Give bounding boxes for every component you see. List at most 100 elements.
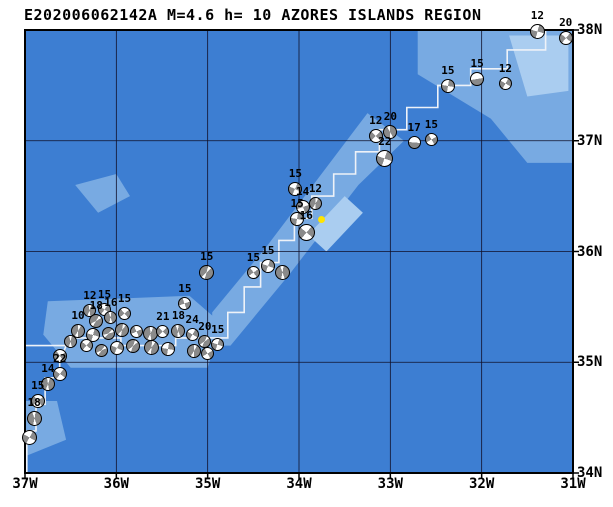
focal-mechanism-ball — [125, 338, 140, 353]
event-depth-label: 15 — [246, 251, 260, 265]
focal-mechanism-ball — [424, 133, 438, 147]
focal-mechanism-ball — [297, 224, 315, 242]
focal-mechanism-ball — [89, 314, 104, 329]
map-title: E202006062142A M=4.6 h= 10 AZORES ISLAND… — [24, 6, 482, 24]
focal-mechanism-ball — [171, 324, 186, 339]
event-depth-label: 15 — [470, 56, 484, 70]
focal-mechanism-ball — [104, 311, 118, 325]
event-depth-label: 17 — [407, 121, 421, 135]
focal-mechanism-ball — [407, 136, 421, 150]
focal-mechanism-ball — [161, 341, 176, 356]
event-depth-label: 21 — [156, 309, 170, 323]
focal-mechanism-ball — [275, 265, 291, 281]
event-depth-label: 14 — [296, 185, 310, 199]
focal-mechanism-ball — [199, 265, 215, 281]
event-depth-label: 15 — [290, 197, 304, 211]
x-axis-label: 33W — [377, 476, 403, 492]
event-depth-label: 15 — [200, 250, 214, 264]
focal-mechanism-ball — [142, 325, 158, 341]
focal-mechanism-ball — [246, 266, 260, 280]
y-axis-label: 36N — [577, 243, 603, 260]
y-axis-label: 38N — [577, 22, 603, 38]
event-depth-label: 15 — [288, 167, 302, 181]
focal-mechanism-ball — [52, 367, 67, 382]
event-depth-label: 15 — [424, 118, 439, 132]
focal-mechanism-ball — [52, 348, 67, 363]
bathymetry-patch — [509, 35, 569, 97]
y-axis-label: 34N — [577, 465, 603, 481]
focal-mechanism-ball — [40, 377, 55, 392]
focal-mechanism-ball — [558, 30, 573, 45]
focal-mechanism-ball — [383, 124, 398, 139]
focal-mechanism-ball — [308, 197, 322, 211]
x-axis-label: 31W — [560, 476, 586, 492]
focal-mechanism-ball — [376, 149, 394, 167]
focal-mechanism-ball — [185, 328, 199, 342]
focal-mechanism-ball — [129, 324, 143, 338]
focal-mechanism-ball — [114, 323, 129, 338]
focal-mechanism-ball — [498, 76, 512, 90]
event-depth-label: 22 — [378, 134, 392, 148]
focal-mechanism-ball — [156, 324, 170, 338]
event-depth-label: 12 — [498, 61, 513, 75]
focal-mechanism-ball — [529, 23, 545, 39]
event-depth-label: 20 — [198, 319, 212, 333]
event-depth-label: 20 — [383, 109, 397, 123]
event-depth-label: 15 — [211, 323, 225, 337]
event-depth-label: 16 — [299, 209, 313, 223]
x-axis-label: 36W — [103, 476, 129, 492]
event-depth-label: 18 — [171, 309, 186, 323]
focal-mechanism-ball — [64, 334, 78, 348]
focal-mechanism-ball — [290, 212, 305, 227]
event-depth-label: 15 — [97, 287, 112, 301]
focal-mechanism-ball — [22, 430, 38, 446]
event-depth-label: 22 — [53, 352, 67, 366]
event-depth-label: 15 — [31, 379, 45, 392]
event-depth-label: 14 — [41, 362, 55, 376]
focal-mechanism-ball — [30, 394, 45, 408]
event-depth-label: 12 — [530, 8, 544, 22]
event-depth-label: 18 — [89, 299, 103, 313]
focal-mechanism-ball — [201, 346, 215, 360]
focal-mechanism-ball — [295, 200, 310, 215]
x-axis-label: 37W — [12, 476, 38, 492]
focal-mechanism-ball — [186, 344, 201, 359]
event-depth-label: 20 — [559, 15, 573, 29]
event-depth-label: 12 — [369, 114, 383, 128]
focal-mechanism-ball — [211, 338, 225, 352]
x-axis-label: 35W — [195, 476, 221, 492]
bathymetry-patch — [308, 196, 363, 252]
event-depth-label: 12 — [83, 288, 97, 302]
event-depth-label: 15 — [178, 282, 192, 296]
focal-mechanism-ball — [440, 79, 455, 94]
focal-mechanism-ball — [101, 326, 115, 340]
focal-mechanism-ball — [144, 340, 160, 356]
focal-mechanism-ball — [85, 327, 100, 342]
event-depth-label: 16 — [104, 296, 118, 310]
event-depth-label: 24 — [185, 313, 199, 327]
event-depth-label: 15 — [261, 243, 275, 257]
event-depth-label: 18 — [27, 396, 41, 410]
focal-mechanism-ball — [368, 129, 383, 144]
focal-mechanism-ball — [110, 340, 125, 355]
focal-mechanism-ball — [470, 71, 485, 86]
y-axis-label: 35N — [577, 354, 603, 371]
event-depth-label: 12 — [308, 182, 323, 196]
highlight-epicenter-dot — [318, 215, 326, 223]
focal-mechanism-ball — [79, 339, 93, 353]
event-depth-label: 10 — [71, 309, 85, 323]
focal-mechanism-ball — [260, 258, 275, 273]
focal-mechanism-ball — [288, 182, 303, 197]
focal-mechanism-ball — [178, 297, 192, 311]
y-axis-label: 37N — [577, 132, 603, 149]
focal-mechanism-ball — [95, 343, 109, 357]
x-axis-label: 32W — [469, 476, 495, 492]
focal-mechanism-ball — [26, 411, 42, 427]
event-depth-label: 15 — [441, 64, 455, 78]
x-axis-label: 34W — [286, 476, 312, 492]
event-depth-label: 15 — [117, 292, 132, 306]
focal-mechanism-ball — [70, 324, 85, 339]
focal-mechanism-ball — [118, 307, 132, 321]
